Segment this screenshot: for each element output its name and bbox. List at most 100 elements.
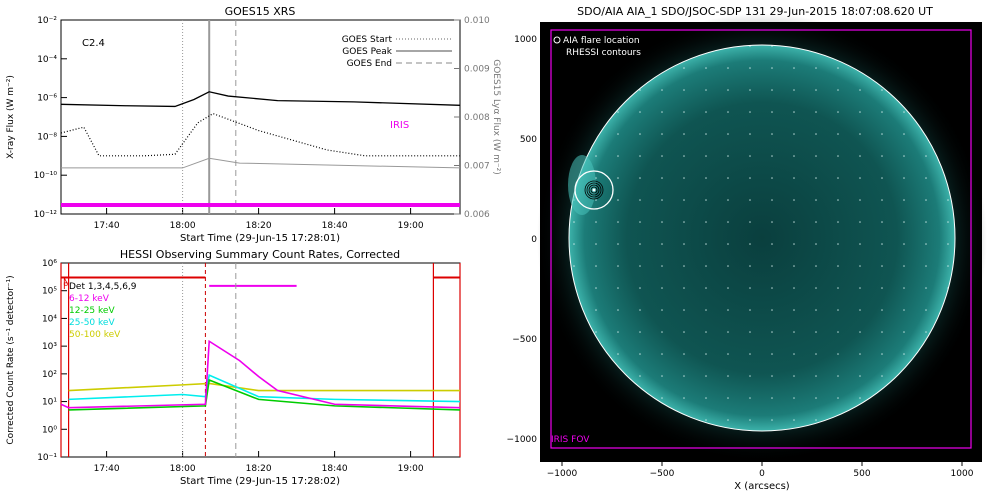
aia-y-tick-label: 1000 (514, 35, 537, 45)
hessi-y-tick-label: 10⁴ (42, 314, 57, 324)
hessi-legend-25-50: 25-50 keV (69, 318, 115, 328)
goes-legend-peak: GOES Peak (342, 47, 392, 57)
aia-x-tick-label: −1000 (547, 469, 578, 479)
goes-y-tick-label: 10⁻⁸ (37, 132, 57, 142)
hessi-y-tick-label: 10⁵ (42, 287, 57, 297)
hessi-panel: HESSI Observing Summary Count Rates, Cor… (6, 248, 461, 487)
aia-x-axis: −1000 −500 0 500 1000 (547, 462, 974, 479)
sun-grid (569, 45, 955, 431)
hessi-series-line (68, 373, 461, 403)
goes-title: GOES15 XRS (225, 5, 296, 18)
goes-x-axis: 17:40 18:00 18:20 18:40 19:00 (94, 208, 424, 231)
hessi-legend: N F Det 1,3,4,5,6,9 6-12 keV 12-25 keV 2… (63, 278, 137, 340)
iris-fov-box (550, 29, 972, 449)
aia-x-tick-label: 1000 (951, 469, 974, 479)
goes-markers (182, 20, 237, 214)
hessi-x-tick-label: 18:00 (170, 464, 196, 474)
goes-iris-label: IRIS (390, 120, 409, 131)
hessi-attenuator-flags (60, 263, 461, 457)
rhessi-contour (588, 184, 600, 196)
goes-lya-line (61, 157, 461, 169)
hessi-plot-frame (60, 262, 461, 458)
goes-legend-end: GOES End (347, 59, 392, 69)
goes-x-tick-label: 18:40 (322, 221, 348, 231)
aia-y-tick-label: 0 (531, 235, 537, 245)
hessi-y-tick-label: 10³ (42, 342, 57, 352)
hessi-legend-12-25: 12-25 keV (69, 306, 115, 316)
goes-plot-frame (60, 19, 461, 215)
hessi-x-tick-label: 18:40 (322, 464, 348, 474)
hessi-flag-f: F (63, 282, 68, 292)
hessi-x-tick-label: 18:20 (246, 464, 272, 474)
hessi-flag-n: N (63, 278, 70, 288)
goes-y2-tick-label: 0.009 (464, 65, 490, 75)
aia-legend-circle-icon (553, 36, 561, 44)
goes-y2-tick-label: 0.007 (464, 162, 490, 172)
goes-y-tick-label: 10⁻¹⁰ (34, 171, 58, 181)
goes-class-annotation: C2.4 (82, 38, 105, 49)
flare-location-circle (574, 170, 614, 210)
hessi-series-line (60, 339, 461, 409)
goes-x-tick-label: 19:00 (398, 221, 424, 231)
hessi-y-tick-label: 10⁰ (42, 425, 57, 435)
goes-y-tick-label: 10⁻² (37, 16, 57, 26)
hessi-legend-title: Det 1,3,4,5,6,9 (69, 282, 137, 292)
hessi-y-tick-label: 10¹ (42, 398, 57, 408)
hessi-title: HESSI Observing Summary Count Rates, Cor… (120, 248, 400, 261)
aia-y-tick-label: 500 (520, 135, 537, 145)
limb-bright-region (568, 155, 596, 215)
aia-panel: SDO/AIA AIA_1 SDO/JSOC-SDP 131 29-Jun-20… (507, 5, 987, 492)
hessi-y-axis: 10⁶ 10⁵ 10⁴ 10³ 10² 10¹ 10⁰ 10⁻¹ (37, 259, 67, 463)
goes-x-tick-label: 17:40 (94, 221, 120, 231)
goes-y-tick-label: 10⁻¹² (34, 210, 58, 220)
sun-limb (568, 44, 956, 432)
goes-short-channel-line (60, 112, 460, 157)
aia-x-tick-label: 0 (759, 469, 765, 479)
hessi-markers (182, 263, 237, 457)
hessi-y-tick-label: 10⁻¹ (37, 453, 57, 463)
hessi-x-axis: 17:40 18:00 18:20 18:40 19:00 (94, 451, 424, 474)
aia-legend-flare: AIA flare location (563, 36, 640, 46)
aia-x-label: X (arcsecs) (734, 481, 790, 492)
hessi-x-tick-label: 17:40 (94, 464, 120, 474)
rhessi-contour (586, 182, 602, 198)
iris-fov-label: IRIS FOV (551, 435, 590, 445)
goes-x-tick-label: 18:00 (170, 221, 196, 231)
hessi-y-tick-label: 10⁶ (42, 259, 57, 269)
hessi-x-tick-label: 19:00 (398, 464, 424, 474)
hessi-x-label: Start Time (29-Jun-15 17:28:02) (180, 476, 340, 487)
goes-series (60, 91, 461, 169)
goes-y2-tick-label: 0.008 (464, 113, 490, 123)
aia-x-tick-label: −500 (650, 469, 675, 479)
rhessi-contour (590, 186, 598, 194)
goes-legend: GOES Start GOES Peak GOES End (342, 35, 452, 69)
goes-y-axis: 10⁻² 10⁻⁴ 10⁻⁶ 10⁻⁸ 10⁻¹⁰ 10⁻¹² (34, 16, 67, 220)
goes-panel: GOES15 XRS 10⁻² 10⁻⁴ 10⁻⁶ 10⁻⁸ 10⁻¹⁰ 10⁻¹² 0.… (6, 5, 501, 244)
goes-iris-bar (61, 203, 460, 207)
flare-core (592, 188, 596, 192)
goes-y2-tick-label: 0.010 (464, 16, 490, 26)
hessi-series-line (68, 382, 460, 392)
goes-y-tick-label: 10⁻⁴ (37, 55, 57, 65)
hessi-legend-50-100: 50-100 keV (69, 330, 121, 340)
goes-y2-label: GOES15 Lyα Flux (W m⁻²) (491, 59, 501, 175)
aia-x-tick-label: 500 (853, 469, 870, 479)
goes-long-channel-line (60, 91, 461, 108)
rhessi-contour (584, 180, 604, 200)
goes-x-tick-label: 18:20 (246, 221, 272, 231)
goes-y-tick-label: 10⁻⁶ (37, 94, 57, 104)
hessi-y-tick-label: 10² (42, 370, 57, 380)
aia-y-axis: 1000 500 0 −500 −1000 (507, 35, 544, 445)
aia-y-tick-label: −500 (512, 335, 537, 345)
goes-y2-axis: 0.010 0.009 0.008 0.007 0.006 (454, 16, 490, 220)
goes-y2-tick-label: 0.006 (464, 210, 490, 220)
hessi-legend-6-12: 6-12 keV (69, 294, 110, 304)
aia-title: SDO/AIA AIA_1 SDO/JSOC-SDP 131 29-Jun-20… (577, 5, 933, 18)
aia-flare-marker (574, 170, 614, 210)
aia-y-tick-label: −1000 (507, 435, 538, 445)
hessi-series-line (68, 378, 461, 411)
goes-legend-start: GOES Start (342, 35, 393, 45)
hessi-y-label: Corrected Count Rate (s⁻¹ detector⁻¹) (6, 275, 16, 444)
aia-legend-rhessi: RHESSI contours (566, 48, 641, 58)
